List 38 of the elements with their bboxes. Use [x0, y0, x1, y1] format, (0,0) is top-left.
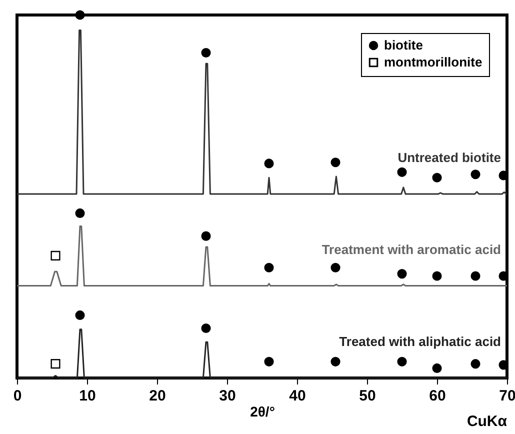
x-tick-label: 40 [289, 388, 306, 404]
x-axis-title: 2θ/° [250, 404, 275, 420]
point [201, 231, 211, 241]
x-tick-label: 60 [429, 388, 446, 404]
legend-label: montmorillonite [384, 54, 482, 70]
point [201, 323, 211, 334]
point [432, 271, 442, 281]
x-tick-label: 10 [79, 388, 96, 404]
point [75, 10, 85, 20]
legend-label: biotite [384, 38, 423, 52]
text: Treatment with aromatic acid [322, 242, 502, 257]
point [50, 359, 60, 369]
x-tick-label: 70 [499, 388, 515, 404]
point [397, 356, 407, 366]
point [470, 170, 480, 180]
point [75, 208, 85, 218]
x-tick-label: 0 [13, 388, 22, 404]
point [397, 269, 407, 279]
text: CuKα [466, 413, 508, 430]
point [397, 167, 407, 177]
point [470, 271, 480, 281]
point [201, 48, 211, 58]
point [432, 363, 442, 373]
text: Treated with aliphatic acid [339, 334, 502, 349]
x-tick-label: 30 [219, 388, 236, 404]
point [330, 158, 340, 168]
point [264, 356, 274, 366]
point [50, 250, 60, 260]
point [264, 262, 274, 272]
series-label: Untreated biotite [398, 150, 501, 165]
point [470, 359, 480, 369]
point [264, 158, 274, 168]
point [330, 262, 340, 272]
point [432, 172, 442, 182]
x-tick-label: 50 [359, 388, 376, 404]
x-tick-label: 20 [149, 388, 166, 404]
point [75, 310, 85, 320]
point [330, 356, 340, 366]
